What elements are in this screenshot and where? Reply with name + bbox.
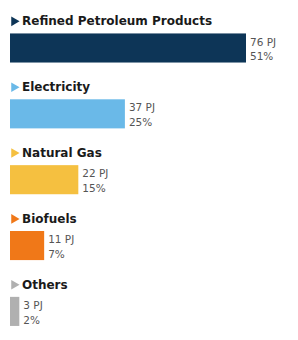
percentage-label: 15% [82,182,105,194]
chart: Refined Petroleum Products Electricity Nat… [0,0,298,340]
bar [10,297,19,326]
percentage-label: 2% [23,314,40,326]
category-marker [11,214,19,224]
value-label: 76 PJ [250,36,276,48]
labels: Refined Petroleum Products Electricity Nat… [11,14,276,325]
bar [10,165,78,194]
value-label: 37 PJ [129,101,155,113]
category-label: Electricity [22,80,90,94]
category-marker [11,280,19,290]
bar [10,99,125,128]
value-label: 11 PJ [48,233,74,245]
percentage-label: 51% [250,50,273,62]
category-label: Biofuels [22,212,77,226]
category-label: Natural Gas [22,146,102,160]
category-marker [11,148,19,158]
value-label: 22 PJ [82,167,108,179]
bars [10,33,246,325]
value-label: 3 PJ [23,299,42,311]
category-marker [11,17,19,27]
bar [10,231,44,260]
category-label: Others [22,278,68,292]
percentage-label: 25% [129,116,152,128]
category-marker [11,82,19,92]
bar [10,33,246,62]
percentage-label: 7% [48,248,65,260]
category-label: Refined Petroleum Products [22,14,212,28]
